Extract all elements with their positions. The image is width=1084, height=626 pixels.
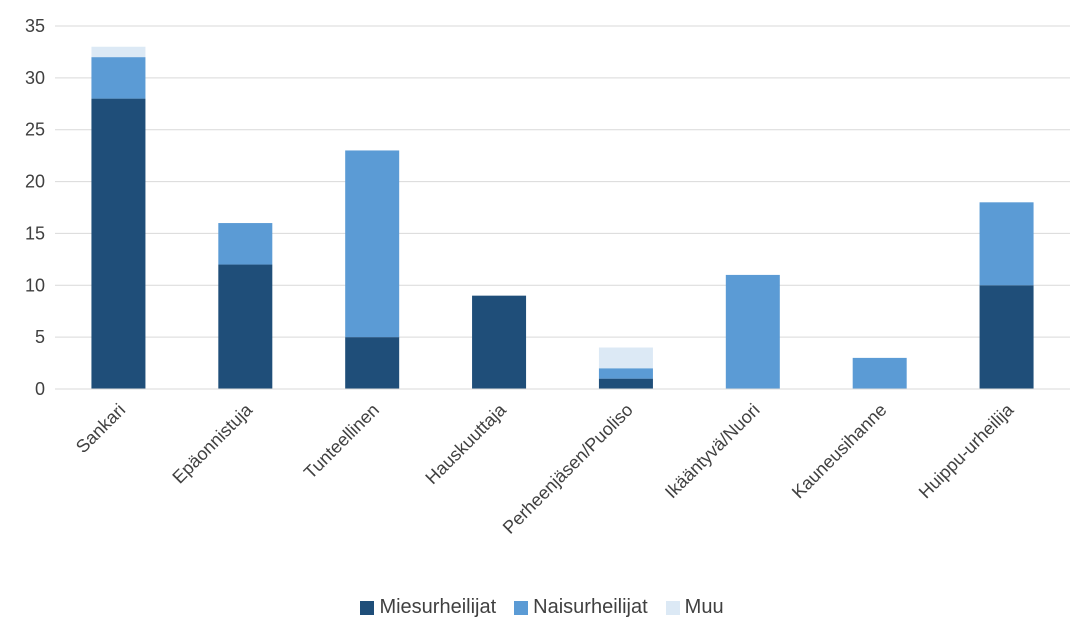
legend-swatch-muu bbox=[665, 600, 680, 615]
bar-naisurheilijat-perheenjäsen-puoliso bbox=[598, 368, 653, 379]
y-tick-label-5: 5 bbox=[35, 327, 45, 347]
y-tick-label-35: 35 bbox=[25, 16, 45, 36]
x-tick-label-epäonnistuja: Epäonnistuja bbox=[168, 399, 256, 487]
legend-label-naisurheilijat: Naisurheilijat bbox=[533, 596, 648, 618]
y-tick-label-10: 10 bbox=[25, 275, 45, 295]
legend-swatch-miesurheilijat bbox=[360, 600, 375, 615]
y-tick-label-30: 30 bbox=[25, 68, 45, 88]
y-tick-label-20: 20 bbox=[25, 172, 45, 192]
bar-naisurheilijat-ikääntyvä-nuori bbox=[725, 274, 780, 389]
y-tick-label-15: 15 bbox=[25, 223, 45, 243]
legend-label-muu: Muu bbox=[684, 596, 724, 618]
bar-miesurheilijat-huippu-urheilija bbox=[979, 285, 1034, 389]
bar-miesurheilijat-sankari bbox=[91, 98, 146, 389]
chart-plot: 0 5 10 15 20 25 30 35 Sankari Epäonnistuja Tunteel… bbox=[25, 16, 1070, 538]
legend-item-miesurheilijat: Miesurheilijat bbox=[360, 596, 496, 619]
legend-label-miesurheilijat: Miesurheilijat bbox=[379, 596, 497, 618]
x-tick-label-kauneusihanne: Kauneusihanne bbox=[788, 400, 891, 503]
bar-naisurheilijat-kauneusihanne bbox=[852, 357, 907, 389]
x-tick-label-huippu-urheilija: Huippu-urheilija bbox=[915, 399, 1018, 502]
legend: Miesurheilijat Naisurheilijat Muu bbox=[0, 596, 1084, 619]
bar-miesurheilijat-hauskuuttaja bbox=[472, 295, 527, 389]
bar-muu-perheenjäsen-puoliso bbox=[598, 347, 653, 369]
bar-naisurheilijat-sankari bbox=[91, 57, 146, 99]
x-tick-label-sankari: Sankari bbox=[72, 400, 129, 457]
legend-swatch-naisurheilijat bbox=[514, 600, 529, 615]
bar-miesurheilijat-perheenjäsen-puoliso bbox=[598, 378, 653, 389]
bar-naisurheilijat-huippu-urheilija bbox=[979, 202, 1034, 286]
y-tick-label-25: 25 bbox=[25, 120, 45, 140]
x-tick-label-tunteellinen: Tunteellinen bbox=[300, 400, 383, 483]
x-tick-label-ikääntyvä-nuori: Ikääntyvä/Nuori bbox=[661, 400, 764, 503]
legend-item-muu: Muu bbox=[665, 596, 724, 619]
y-tick-label-0: 0 bbox=[35, 379, 45, 399]
bar-miesurheilijat-tunteellinen bbox=[345, 337, 400, 389]
x-tick-label-hauskuuttaja: Hauskuuttaja bbox=[421, 399, 510, 488]
bar-naisurheilijat-tunteellinen bbox=[345, 150, 400, 338]
bar-muu-sankari bbox=[91, 46, 146, 58]
x-tick-label-perheenjäsen-puoliso: Perheenjäsen/Puoliso bbox=[499, 400, 637, 538]
legend-item-naisurheilijat: Naisurheilijat bbox=[514, 596, 648, 619]
bar-miesurheilijat-epäonnistuja bbox=[218, 264, 273, 389]
bar-naisurheilijat-epäonnistuja bbox=[218, 223, 273, 265]
